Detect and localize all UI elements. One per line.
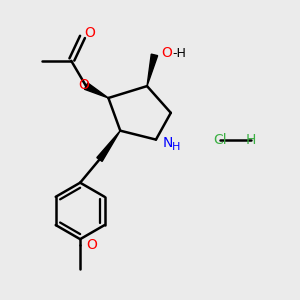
Text: H: H bbox=[171, 142, 180, 152]
Polygon shape bbox=[97, 131, 120, 161]
Text: Cl: Cl bbox=[213, 133, 227, 147]
Text: H: H bbox=[246, 133, 256, 147]
Text: O: O bbox=[84, 26, 95, 40]
Text: O: O bbox=[78, 78, 89, 92]
Text: O: O bbox=[87, 238, 98, 252]
Polygon shape bbox=[84, 83, 108, 98]
Polygon shape bbox=[147, 54, 158, 86]
Text: -H: -H bbox=[172, 47, 186, 60]
Text: O: O bbox=[161, 46, 172, 60]
Text: N: N bbox=[163, 136, 173, 150]
